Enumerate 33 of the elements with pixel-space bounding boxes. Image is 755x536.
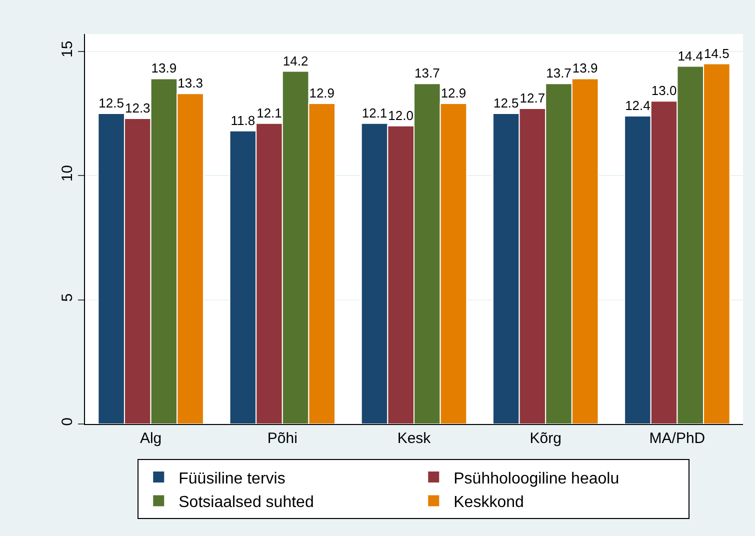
data-label: 13.9	[151, 60, 177, 76]
data-label: 13.3	[178, 76, 203, 91]
legend-label: Keskkond	[454, 494, 524, 512]
data-label: 11.8	[230, 112, 256, 128]
legend-label: Füüsiline tervis	[178, 470, 286, 488]
data-label: 12.5	[493, 95, 519, 110]
data-label: 12.1	[362, 105, 388, 120]
data-label: 12.5	[98, 95, 124, 110]
data-label: 13.7	[546, 66, 572, 81]
data-label: 13.0	[651, 83, 677, 98]
data-label: 12.9	[309, 86, 335, 101]
x-tick-label: Alg	[140, 430, 162, 447]
data-label: 14.2	[282, 53, 308, 68]
data-label: 12.9	[440, 86, 466, 101]
data-label: 12.3	[124, 100, 150, 116]
data-label: 14.4	[678, 48, 704, 64]
y-tick-label: 15	[59, 40, 76, 58]
data-label: 14.5	[704, 46, 730, 61]
x-tick-label: Kõrg	[530, 430, 562, 447]
data-label: 12.7	[520, 90, 546, 106]
legend-label: Sotsiaalsed suhted	[178, 494, 314, 512]
y-tick-label: 5	[59, 293, 76, 302]
y-tick-label: 0	[59, 418, 76, 426]
data-label: 12.1	[256, 105, 282, 120]
x-tick-label: Kesk	[397, 430, 432, 447]
x-tick-label: MA/PhD	[649, 430, 706, 447]
legend-label: Psühholoogiline heaolu	[454, 470, 620, 488]
data-label: 12.0	[388, 108, 414, 123]
y-tick-label: 10	[59, 164, 76, 182]
data-label: 13.7	[414, 66, 440, 81]
data-label: 13.9	[572, 60, 598, 76]
data-label: 12.4	[625, 98, 650, 113]
x-tick-label: Põhi	[267, 430, 298, 447]
